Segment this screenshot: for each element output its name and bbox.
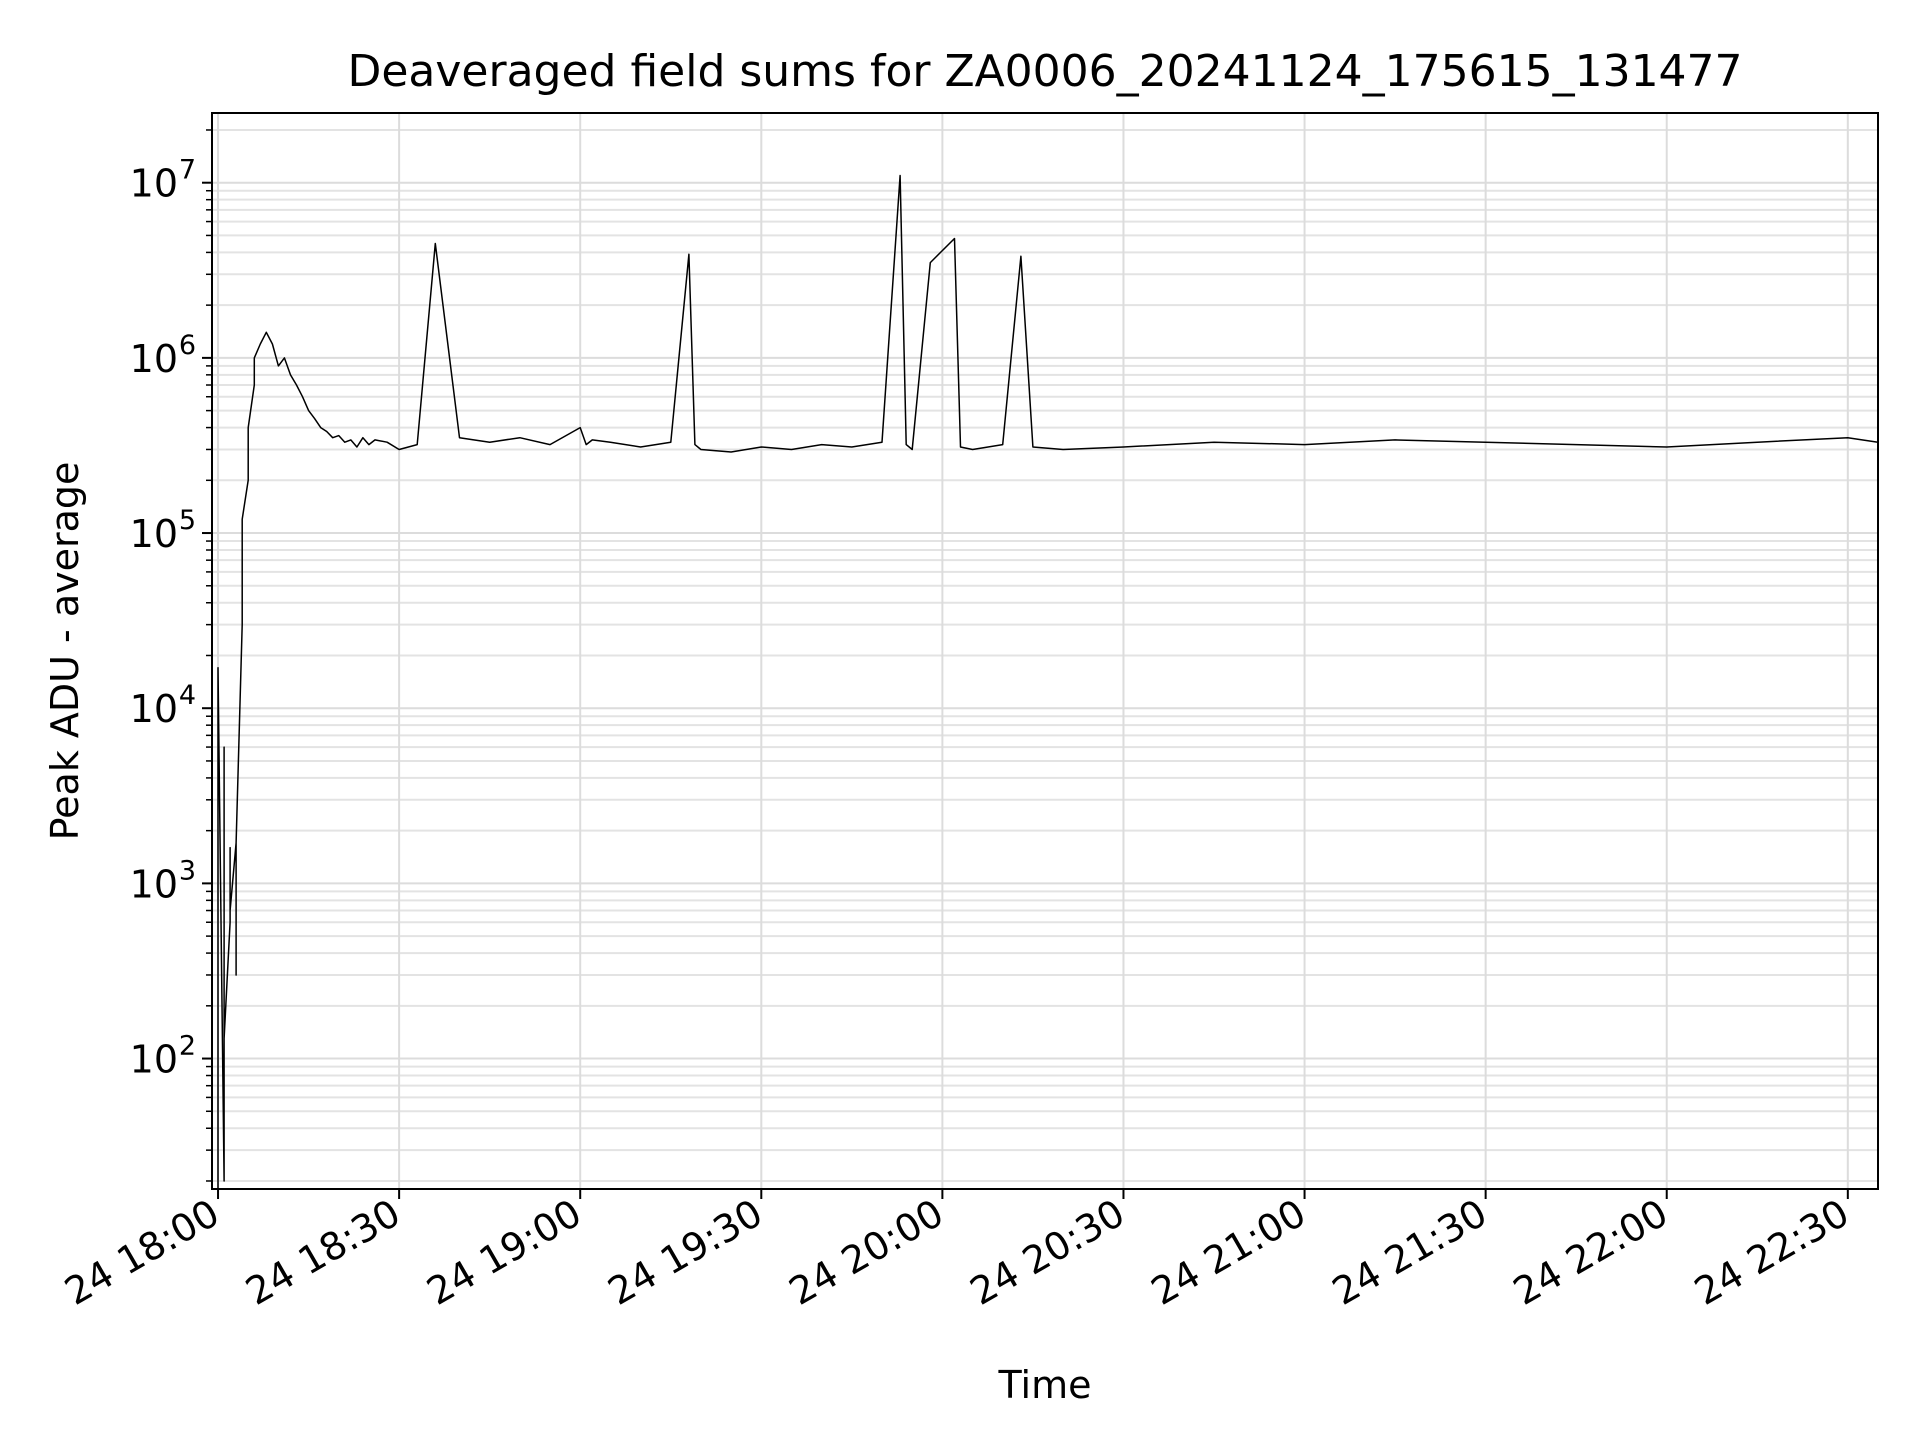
x-tick-label: 24 22:30 xyxy=(1687,1191,1856,1314)
plot-frame xyxy=(211,112,1879,1190)
x-tick-label: 24 20:00 xyxy=(782,1191,951,1314)
y-tick-label: 10 xyxy=(130,512,178,556)
x-tick-label: 24 20:30 xyxy=(963,1191,1132,1314)
x-tick-label: 24 22:00 xyxy=(1506,1191,1675,1314)
x-tick-label: 24 21:00 xyxy=(1144,1191,1313,1314)
y-tick-exponent: 2 xyxy=(179,1031,196,1062)
data-layer xyxy=(217,174,1879,1189)
y-tick-label: 10 xyxy=(130,162,178,206)
x-axis-label: Time xyxy=(998,1363,1092,1407)
x-tick-label: 24 18:30 xyxy=(238,1191,407,1314)
y-tick-label: 10 xyxy=(130,337,178,381)
y-tick-label: 10 xyxy=(130,687,178,731)
x-tick-label: 24 21:30 xyxy=(1325,1191,1494,1314)
y-tick-label: 10 xyxy=(130,1038,178,1082)
y-tick-exponent: 6 xyxy=(179,330,196,361)
y-axis-label: Peak ADU - average xyxy=(43,462,87,841)
grid xyxy=(212,113,1878,1189)
y-tick-exponent: 4 xyxy=(179,680,196,711)
series-line xyxy=(217,174,1879,1189)
x-tick-label: 24 19:30 xyxy=(601,1191,770,1314)
x-tick-label: 24 19:00 xyxy=(420,1191,589,1314)
y-tick-exponent: 5 xyxy=(179,505,196,536)
y-tick-exponent: 7 xyxy=(179,155,196,186)
x-axis: 24 18:00 24 18:30 24 19:00 24 19:30 24 20:00… xyxy=(57,1189,1856,1314)
x-tick-label: 24 18:00 xyxy=(57,1191,226,1314)
chart-title: Deaveraged field sums for ZA0006_2024112… xyxy=(347,46,1742,97)
y-tick-exponent: 3 xyxy=(179,855,196,886)
y-tick-label: 10 xyxy=(130,862,178,906)
